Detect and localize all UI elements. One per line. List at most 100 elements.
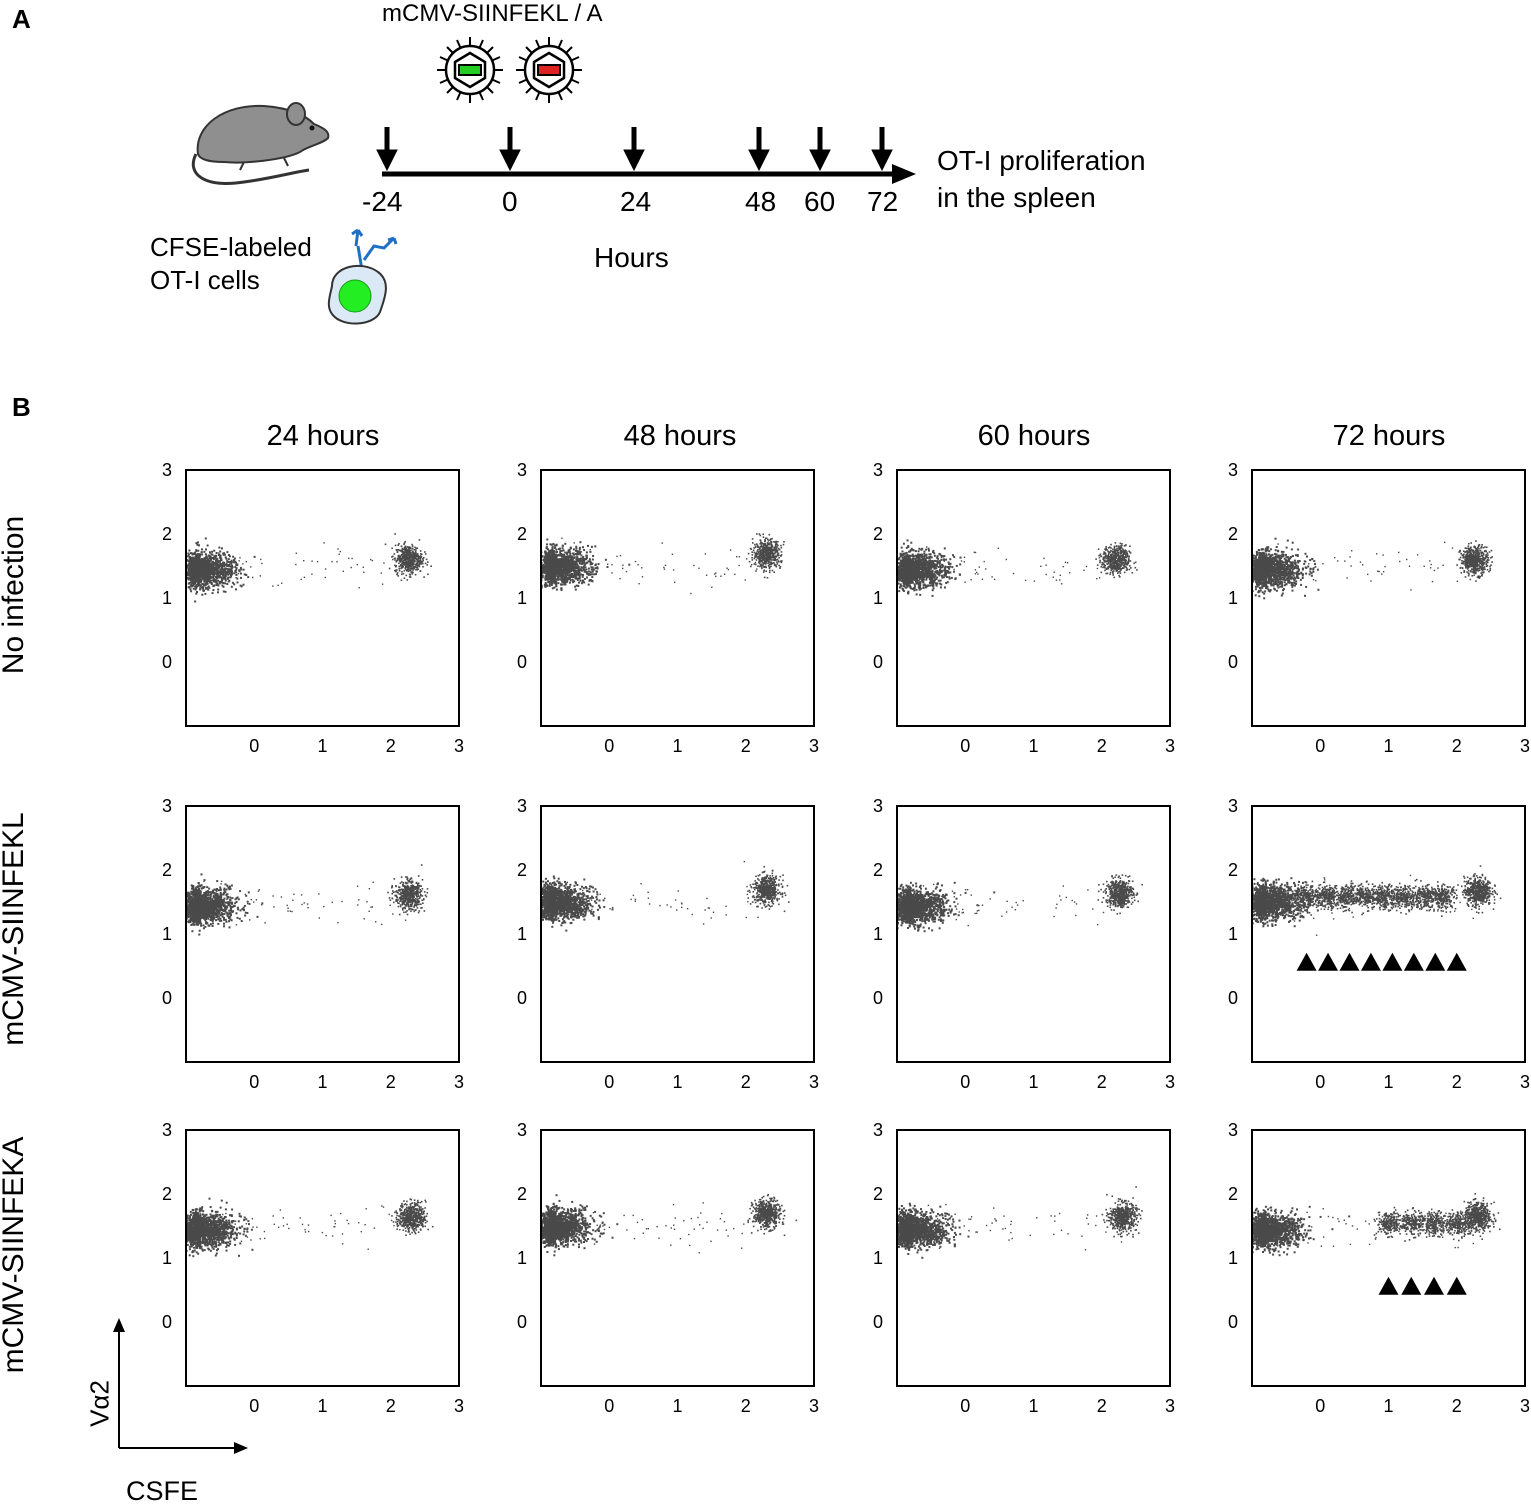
x-tick-label: 0 (604, 1072, 614, 1092)
y-tick-label: 3 (873, 796, 883, 816)
x-tick-label: 3 (1165, 1072, 1175, 1092)
y-axis-label: Vα2 (85, 1374, 116, 1434)
division-peak-marker (1297, 953, 1317, 971)
x-tick-label: 3 (454, 1072, 464, 1092)
y-tick-label: 3 (162, 1120, 172, 1140)
y-tick-label: 0 (873, 1312, 883, 1332)
x-tick-label: 1 (317, 736, 327, 756)
x-tick-label: 3 (1165, 736, 1175, 756)
y-tick-label: 1 (162, 924, 172, 944)
x-tick-label: 0 (249, 1072, 259, 1092)
division-peak-marker (1425, 953, 1445, 971)
x-tick-label: 2 (1452, 736, 1462, 756)
y-tick-label: 3 (517, 796, 527, 816)
x-tick-label: 3 (809, 736, 819, 756)
plot-frame (1252, 1130, 1525, 1386)
y-tick-label: 1 (873, 588, 883, 608)
y-tick-label: 3 (873, 1120, 883, 1140)
x-tick-label: 0 (604, 1396, 614, 1416)
y-tick-label: 0 (517, 1312, 527, 1332)
y-tick-label: 3 (873, 460, 883, 480)
division-peak-marker (1318, 953, 1338, 971)
x-tick-label: 1 (1028, 1396, 1038, 1416)
y-tick-label: 3 (1228, 796, 1238, 816)
scatter-panel: 0 1 2 3 0 1 2 3 (873, 1120, 1175, 1416)
y-tick-label: 2 (162, 524, 172, 544)
y-tick-label: 3 (517, 1120, 527, 1140)
x-tick-label: 3 (454, 736, 464, 756)
y-tick-label: 2 (517, 860, 527, 880)
scatter-dots (175, 1198, 433, 1258)
plot-frame (541, 806, 814, 1062)
division-peak-marker (1340, 953, 1360, 971)
plot-frame (186, 470, 459, 726)
y-tick-label: 2 (162, 860, 172, 880)
x-tick-label: 0 (960, 1072, 970, 1092)
x-tick-label: 3 (1520, 736, 1530, 756)
x-tick-label: 1 (672, 736, 682, 756)
x-tick-label: 0 (960, 1396, 970, 1416)
y-tick-label: 1 (873, 1248, 883, 1268)
x-axis-label: CSFE (126, 1476, 198, 1507)
y-tick-label: 3 (1228, 460, 1238, 480)
division-peak-marker (1379, 1277, 1399, 1295)
plot-frame (897, 470, 1170, 726)
y-tick-label: 2 (1228, 860, 1238, 880)
x-tick-label: 1 (1028, 1072, 1038, 1092)
y-tick-label: 0 (517, 988, 527, 1008)
x-tick-label: 1 (672, 1396, 682, 1416)
scatter-dots (1241, 538, 1493, 600)
division-peak-marker (1361, 953, 1381, 971)
y-tick-label: 3 (162, 460, 172, 480)
x-tick-label: 0 (1315, 1072, 1325, 1092)
y-tick-label: 0 (517, 652, 527, 672)
x-tick-label: 1 (1383, 1396, 1393, 1416)
y-tick-label: 0 (162, 988, 172, 1008)
scatter-dots (527, 861, 790, 932)
scatter-dots (1241, 865, 1501, 936)
plot-frame (1252, 470, 1525, 726)
y-tick-label: 1 (873, 924, 883, 944)
plot-frame (186, 806, 459, 1062)
y-tick-label: 2 (517, 524, 527, 544)
x-tick-label: 3 (1165, 1396, 1175, 1416)
y-tick-label: 2 (873, 1184, 883, 1204)
plot-frame (897, 806, 1170, 1062)
x-tick-label: 2 (741, 736, 751, 756)
x-tick-label: 2 (1097, 736, 1107, 756)
scatter-dots (883, 1186, 1143, 1259)
x-tick-label: 2 (386, 1396, 396, 1416)
x-tick-label: 2 (386, 736, 396, 756)
x-tick-label: 0 (1315, 1396, 1325, 1416)
y-tick-label: 1 (1228, 924, 1238, 944)
y-tick-label: 1 (517, 924, 527, 944)
x-tick-label: 1 (1383, 736, 1393, 756)
y-tick-label: 1 (1228, 1248, 1238, 1268)
x-tick-label: 2 (741, 1072, 751, 1092)
scatter-dots (530, 533, 785, 594)
y-tick-label: 0 (873, 988, 883, 1008)
plot-frame (541, 470, 814, 726)
division-peak-marker (1447, 1277, 1467, 1295)
y-tick-label: 3 (1228, 1120, 1238, 1140)
x-tick-label: 1 (1028, 736, 1038, 756)
x-tick-label: 3 (1520, 1072, 1530, 1092)
y-tick-label: 2 (873, 524, 883, 544)
x-tick-label: 0 (604, 736, 614, 756)
y-tick-label: 3 (517, 460, 527, 480)
scatter-panel: 0 1 2 3 0 1 2 3 (873, 796, 1175, 1092)
scatter-dots (170, 533, 432, 602)
division-peak-marker (1424, 1277, 1444, 1295)
y-tick-label: 2 (873, 860, 883, 880)
x-tick-label: 2 (1097, 1072, 1107, 1092)
y-tick-label: 0 (162, 652, 172, 672)
x-tick-label: 2 (1097, 1396, 1107, 1416)
